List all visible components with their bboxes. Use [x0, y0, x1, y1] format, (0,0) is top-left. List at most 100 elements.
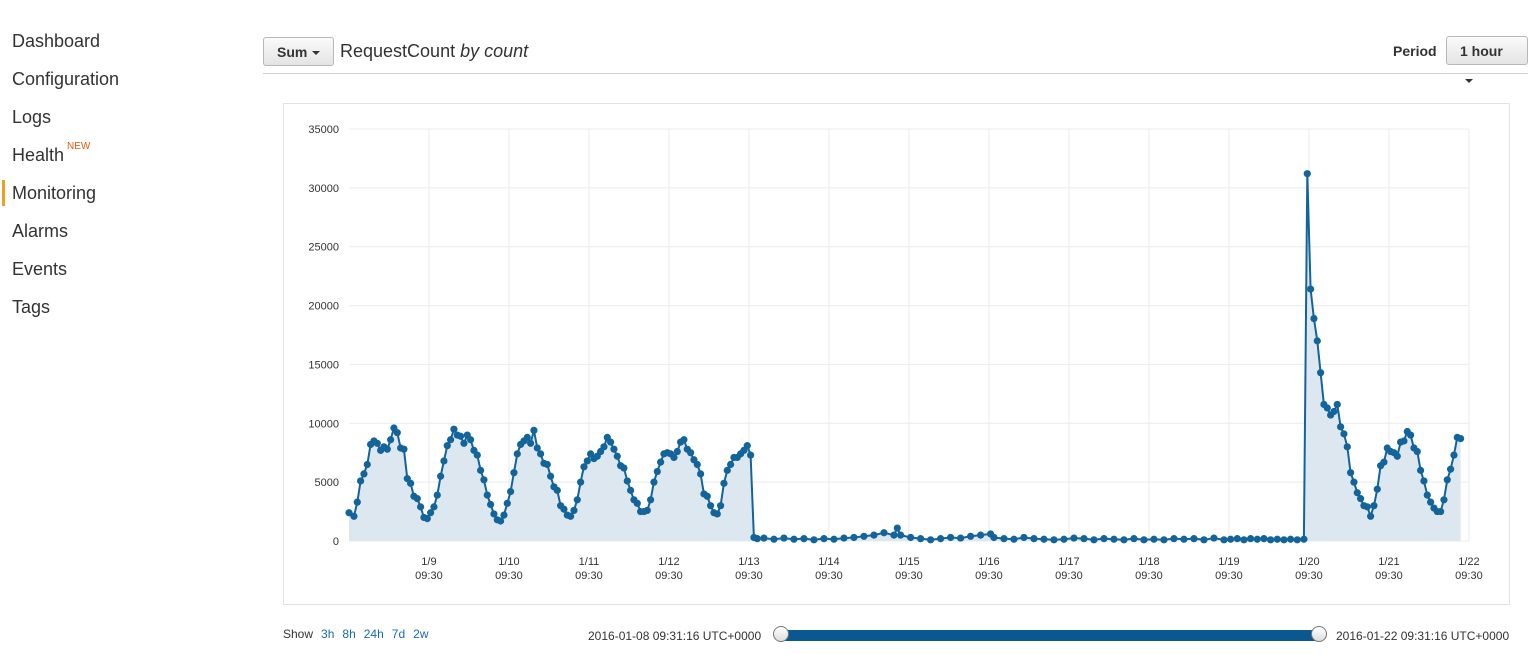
data-point: [1040, 535, 1048, 543]
range-3h-link[interactable]: 3h: [321, 627, 335, 641]
x-tick-time-label: 09:30: [895, 570, 923, 582]
data-point: [573, 496, 581, 504]
data-point: [513, 450, 521, 458]
data-point: [890, 531, 898, 539]
data-point: [633, 499, 641, 507]
y-tick-label: 35000: [308, 124, 339, 136]
data-point: [1010, 535, 1018, 543]
data-point: [1393, 452, 1401, 460]
x-tick-date-label: 1/11: [579, 556, 600, 568]
x-tick-date-label: 1/9: [421, 556, 436, 568]
data-point: [1030, 535, 1038, 543]
slider-end-handle[interactable]: [1311, 626, 1327, 642]
data-point: [1300, 535, 1308, 543]
sidebar-item-label: Configuration: [12, 69, 120, 89]
data-point: [1060, 535, 1068, 543]
data-point: [1140, 536, 1148, 544]
sidebar-item-dashboard[interactable]: Dashboard: [0, 22, 200, 60]
sidebar-item-label: Logs: [12, 107, 52, 127]
slider-start-handle[interactable]: [773, 626, 789, 642]
y-tick-label: 20000: [308, 301, 339, 313]
sidebar-item-tags[interactable]: Tags: [0, 288, 200, 326]
data-point: [433, 491, 441, 499]
request-count-chart[interactable]: 0 5000 10000 15000 20000 25000 30000 35000 1/9 09…: [284, 104, 1509, 604]
sidebar-item-monitoring[interactable]: Monitoring: [0, 174, 200, 212]
range-2w-link[interactable]: 2w: [413, 627, 429, 641]
series-area-fill: [349, 173, 1461, 541]
period-dropdown[interactable]: 1 hour: [1446, 36, 1528, 84]
metric-name: RequestCount: [340, 41, 456, 61]
x-tick-time-label: 09:30: [735, 570, 763, 582]
data-point: [780, 534, 788, 542]
range-7d-link[interactable]: 7d: [391, 627, 406, 641]
data-point: [583, 457, 591, 465]
metric-title: RequestCount by count: [340, 41, 528, 62]
data-point: [760, 534, 768, 542]
data-point: [413, 495, 421, 503]
data-point: [720, 479, 728, 487]
data-point: [567, 512, 575, 520]
data-point: [360, 470, 368, 478]
data-point: [1220, 536, 1228, 544]
data-point: [1333, 400, 1341, 409]
sidebar-item-label: Health: [12, 145, 65, 165]
x-tick-time-label: 09:30: [415, 570, 443, 582]
x-tick-date-label: 1/19: [1218, 556, 1239, 568]
data-point: [510, 469, 518, 477]
data-point: [703, 492, 711, 500]
data-point: [580, 463, 588, 471]
sidebar-item-configuration[interactable]: Configuration: [0, 60, 200, 98]
x-tick-date-label: 1/16: [978, 556, 999, 568]
data-point: [657, 458, 665, 466]
data-point: [743, 442, 751, 450]
data-point: [927, 536, 935, 544]
data-point: [490, 510, 498, 518]
time-range-slider[interactable]: [780, 630, 1320, 641]
data-point: [1323, 404, 1331, 412]
data-point: [623, 477, 631, 485]
range-24h-link[interactable]: 24h: [363, 627, 384, 641]
data-point: [753, 535, 761, 543]
statistic-dropdown[interactable]: Sum: [263, 37, 335, 66]
range-8h-link[interactable]: 8h: [342, 627, 356, 641]
x-tick-time-label: 09:30: [495, 570, 523, 582]
sidebar-item-logs[interactable]: Logs: [0, 98, 200, 136]
data-point: [880, 529, 888, 537]
data-point: [500, 511, 508, 519]
data-point: [1357, 495, 1365, 503]
data-point: [417, 503, 425, 511]
data-point: [610, 445, 618, 453]
data-point: [723, 466, 731, 474]
data-point: [747, 451, 755, 459]
data-point: [850, 533, 858, 542]
data-point: [447, 436, 455, 444]
data-point: [1130, 535, 1138, 543]
sidebar-item-label: Monitoring: [12, 183, 97, 203]
data-point: [800, 535, 808, 543]
data-point: [907, 533, 915, 542]
data-point: [860, 532, 868, 540]
data-point: [1407, 431, 1415, 439]
sidebar-item-label: Tags: [12, 297, 51, 317]
x-tick-date-label: 1/21: [1378, 556, 1399, 568]
data-point: [1180, 535, 1188, 543]
graph-header: Sum RequestCount by count Period 1 hour: [263, 36, 1528, 84]
data-point: [543, 460, 551, 469]
sidebar-item-alarms[interactable]: Alarms: [0, 212, 200, 250]
data-point: [393, 429, 401, 437]
data-point: [387, 436, 395, 444]
data-point: [1120, 536, 1128, 544]
data-point: [1280, 536, 1288, 544]
y-tick-label: 10000: [308, 418, 339, 430]
sidebar-item-health[interactable]: Health NEW: [0, 136, 200, 174]
data-point: [820, 535, 828, 543]
x-tick-time-label: 09:30: [1375, 570, 1403, 582]
x-tick-date-label: 1/12: [658, 556, 679, 568]
data-point: [790, 535, 798, 543]
sidebar-item-events[interactable]: Events: [0, 250, 200, 288]
data-point: [437, 472, 445, 480]
data-point: [1427, 498, 1435, 506]
data-point: [1450, 451, 1458, 459]
data-point: [1227, 535, 1235, 543]
data-point: [1457, 434, 1465, 443]
